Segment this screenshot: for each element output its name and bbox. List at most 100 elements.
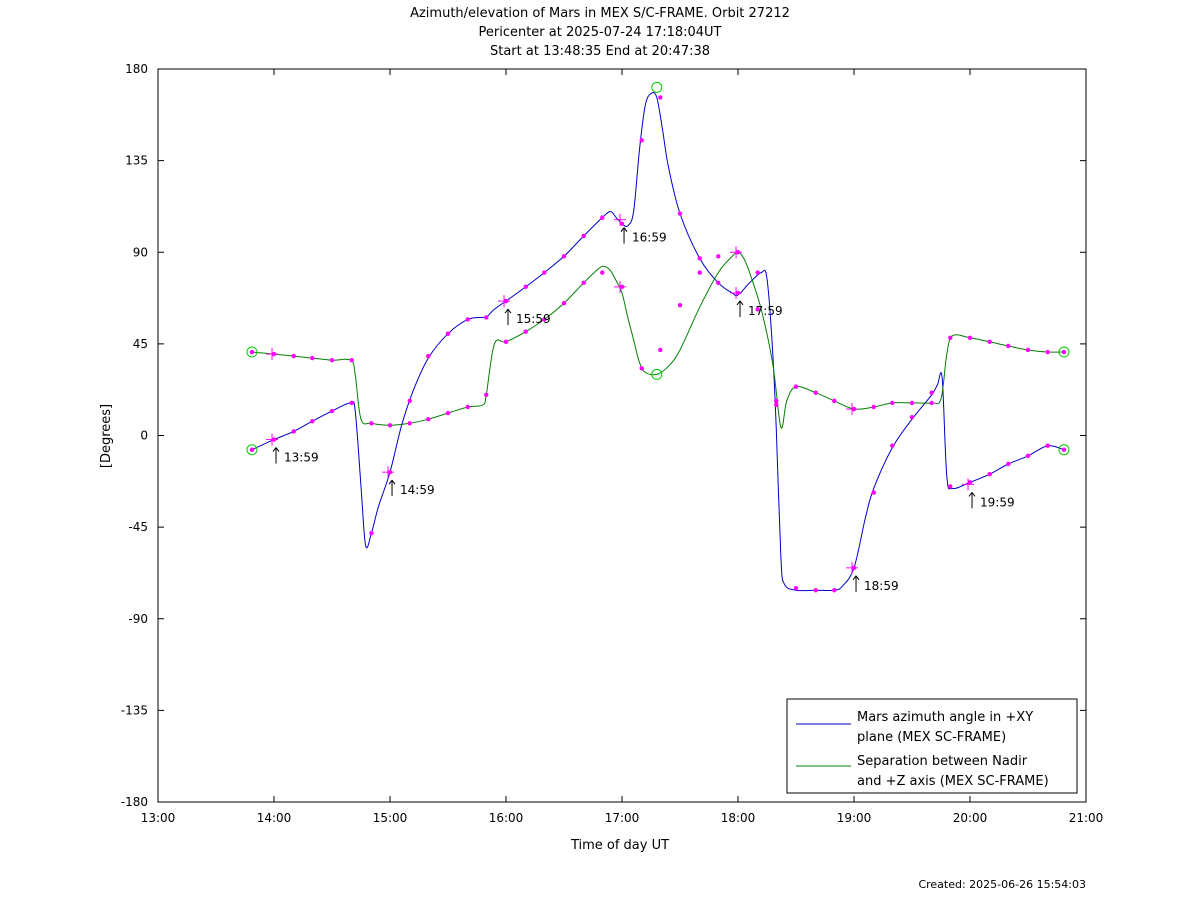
hour-arrow-head — [391, 479, 396, 485]
azimuth-point — [1006, 461, 1011, 467]
y-tick-label: 135 — [125, 154, 148, 168]
azimuth-point — [909, 414, 915, 420]
hour-arrow-head — [275, 447, 280, 452]
separation-point — [349, 357, 354, 363]
separation-point — [523, 329, 528, 334]
azimuth-point — [561, 254, 567, 259]
azimuth-point — [948, 484, 953, 489]
separation-point — [249, 349, 255, 355]
separation-point — [948, 335, 953, 340]
separation-point — [697, 270, 702, 275]
separation-point — [310, 355, 315, 361]
event-circle-marker — [1058, 444, 1070, 456]
azimuth-point — [1061, 447, 1067, 452]
separation-point — [909, 400, 915, 406]
azimuth-point — [407, 398, 412, 404]
azimuth-point — [639, 138, 644, 143]
hour-arrow-head — [855, 575, 860, 581]
legend-box — [786, 698, 1078, 794]
separation-point — [813, 390, 818, 395]
azimuth-point — [581, 233, 586, 239]
hour-arrow-head — [272, 447, 277, 452]
azimuth-point — [658, 95, 663, 100]
chart-title-line-1: Azimuth/elevation of Mars in MEX S/C-FRA… — [410, 6, 790, 21]
azimuth-point — [1025, 453, 1031, 459]
separation-point — [1045, 349, 1050, 355]
azimuth-point — [967, 480, 973, 485]
y-tick-label: 180 — [125, 62, 148, 76]
separation-point — [929, 400, 934, 406]
azimuth-point — [349, 400, 354, 406]
plot-frame — [157, 68, 1087, 803]
azimuth-point — [890, 443, 895, 448]
separation-point — [987, 339, 992, 345]
event-circle-marker — [651, 368, 663, 380]
separation-point — [561, 300, 567, 306]
azimuth-point — [523, 284, 528, 290]
axis-ticks: 13:00 14:00 15:00 16:00 17:00 18:00 19:00 20:00… — [121, 62, 1104, 825]
hour-arrow-head — [852, 575, 857, 581]
legend-label-azimuth-line-1: Mars azimuth angle in +XY — [857, 710, 1033, 725]
x-tick-label: 14:00 — [257, 811, 292, 825]
x-axis-label: Time of day UT — [570, 838, 669, 853]
azimuth-point — [1045, 443, 1050, 448]
azimuth-point — [291, 429, 296, 434]
event-circle-marker — [1058, 346, 1070, 358]
legend: Mars azimuth angle in +XY plane (MEX SC-… — [786, 698, 1078, 794]
x-tick-label: 15:00 — [373, 811, 408, 825]
legend-label-separation-line-2: and +Z axis (MEX SC-FRAME) — [857, 774, 1049, 789]
separation-point — [329, 357, 335, 363]
y-tick-label: -135 — [121, 703, 148, 717]
separation-point — [890, 400, 895, 406]
x-tick-label: 13:00 — [141, 811, 176, 825]
separation-point — [407, 421, 412, 426]
hour-arrow-head — [739, 300, 744, 306]
y-tick-label: -180 — [121, 795, 148, 809]
azimuth-point — [249, 447, 255, 452]
separation-point — [967, 335, 973, 340]
separation-point — [871, 404, 876, 410]
azimuth-point — [871, 490, 876, 495]
separation-point — [793, 384, 799, 389]
azimuth-point — [484, 315, 489, 320]
hour-arrow-head — [623, 227, 628, 232]
azimuth-point — [987, 471, 992, 477]
azimuth-point — [677, 211, 683, 216]
series-layer — [251, 92, 1065, 592]
y-tick-label: -90 — [128, 612, 148, 626]
hour-arrow-head — [388, 479, 393, 485]
azimuth-point — [329, 408, 335, 414]
event-circle-marker — [651, 81, 663, 93]
x-tick-label: 20:00 — [953, 811, 988, 825]
separation-point — [639, 366, 644, 371]
y-tick-label: 90 — [133, 245, 148, 259]
y-tick-label: 45 — [133, 337, 148, 351]
azimuth-point — [755, 270, 760, 275]
legend-label-azimuth-line-2: plane (MEX SC-FRAME) — [857, 730, 1006, 745]
azimuth-point — [310, 419, 315, 424]
separation-point — [581, 280, 586, 285]
separation-point — [1061, 349, 1067, 355]
hour-marker-label: 15:59 — [516, 312, 551, 326]
separation-point — [600, 270, 605, 275]
hour-marker-label: 14:59 — [400, 483, 435, 497]
separation-point — [291, 353, 296, 359]
azimuth-point — [369, 531, 374, 536]
azimuth-point — [542, 270, 547, 275]
separation-point — [387, 423, 393, 428]
event-circle-marker — [246, 346, 258, 358]
separation-point — [774, 398, 779, 404]
hour-marker-label: 17:59 — [748, 304, 783, 318]
x-tick-label: 18:00 — [721, 811, 756, 825]
separation-point — [426, 417, 431, 422]
azimuth-point — [832, 588, 837, 593]
azimuth-point — [600, 215, 605, 220]
x-tick-label: 19:00 — [837, 811, 872, 825]
series-line-azimuth — [251, 92, 1065, 592]
legend-label-separation-line-1: Separation between Nadir — [857, 754, 1028, 769]
separation-point — [369, 421, 374, 426]
series-line-separation — [251, 251, 1065, 429]
hour-marker-label: 16:59 — [632, 231, 667, 245]
hour-arrow-head — [968, 492, 973, 497]
